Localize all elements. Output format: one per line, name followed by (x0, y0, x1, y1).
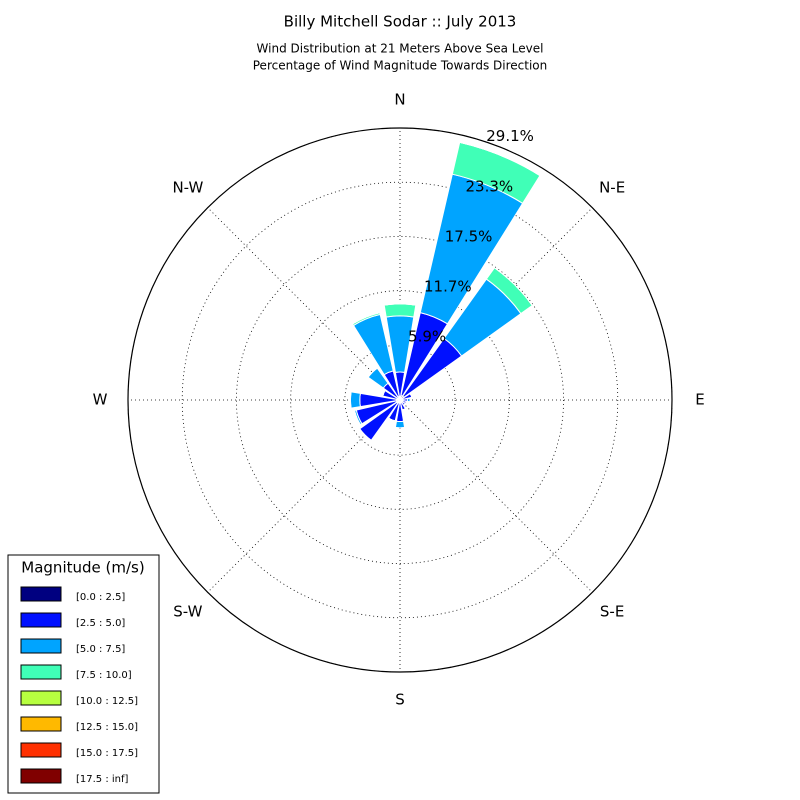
wind-segment (409, 393, 413, 398)
grid-ring (290, 290, 510, 510)
direction-label: W (93, 391, 108, 409)
wind-segment (494, 267, 533, 306)
ring-label: 29.1% (486, 127, 534, 145)
direction-label: N (394, 91, 405, 109)
direction-label: S-W (173, 603, 202, 621)
chart-title: Billy Mitchell Sodar :: July 2013 (284, 13, 517, 31)
legend-label: [2.5 : 5.0] (76, 618, 125, 629)
direction-label: S (395, 691, 405, 709)
wind-segment (402, 408, 406, 411)
legend-swatch (20, 690, 62, 706)
legend-label: [7.5 : 10.0] (76, 670, 132, 681)
direction-label: S-E (600, 603, 624, 621)
spoke (399, 399, 593, 593)
plot: N N-E E S-E S S-W W N-W 5.9% 11.7% 17.5% 23.3% 29.1% (93, 91, 705, 709)
ring-label: 17.5% (445, 227, 493, 245)
legend-label: [10.0 : 12.5] (76, 696, 138, 707)
legend-label: [17.5 : inf] (76, 774, 129, 785)
legend-label: [5.0 : 7.5] (76, 644, 125, 655)
legend-title: Magnitude (m/s) (21, 559, 144, 577)
legend-swatch (20, 742, 62, 758)
legend-swatch (20, 586, 62, 602)
chart-subtitle: Percentage of Wind Magnitude Towards Dir… (253, 59, 547, 73)
ring-label: 23.3% (466, 177, 514, 195)
wind-segment (353, 410, 361, 425)
legend-swatch (20, 716, 62, 732)
direction-label: N-W (172, 178, 203, 196)
wind-segment (349, 391, 351, 409)
direction-label: N-E (599, 178, 625, 196)
legend: Magnitude (m/s) [0.0 : 2.5] [2.5 : 5.0] [5… (7, 554, 160, 794)
grid-ring (344, 344, 456, 456)
grid-ring (181, 181, 619, 619)
wind-segment (367, 367, 378, 378)
legend-swatch (20, 664, 62, 680)
outer-ring (127, 127, 673, 673)
wind-segment (388, 417, 396, 422)
ring-label: 5.9% (408, 328, 446, 346)
spoke (207, 207, 401, 401)
legend-swatch (20, 768, 62, 784)
legend-label: [0.0 : 2.5] (76, 592, 125, 603)
wind-segment (349, 391, 361, 409)
wind-segment (394, 420, 406, 429)
ring-label: 11.7% (424, 277, 472, 295)
legend-swatch (20, 638, 62, 654)
spoke (207, 399, 401, 593)
legend-label: [15.0 : 17.5] (76, 748, 138, 759)
grid-ring (236, 236, 564, 564)
legend-swatch (20, 612, 62, 628)
wind-segment (352, 312, 380, 325)
wind-segment (383, 303, 417, 318)
chart-subtitle: Wind Distribution at 21 Meters Above Sea… (257, 42, 544, 56)
legend-label: [12.5 : 15.0] (76, 722, 138, 733)
direction-label: E (695, 391, 704, 409)
